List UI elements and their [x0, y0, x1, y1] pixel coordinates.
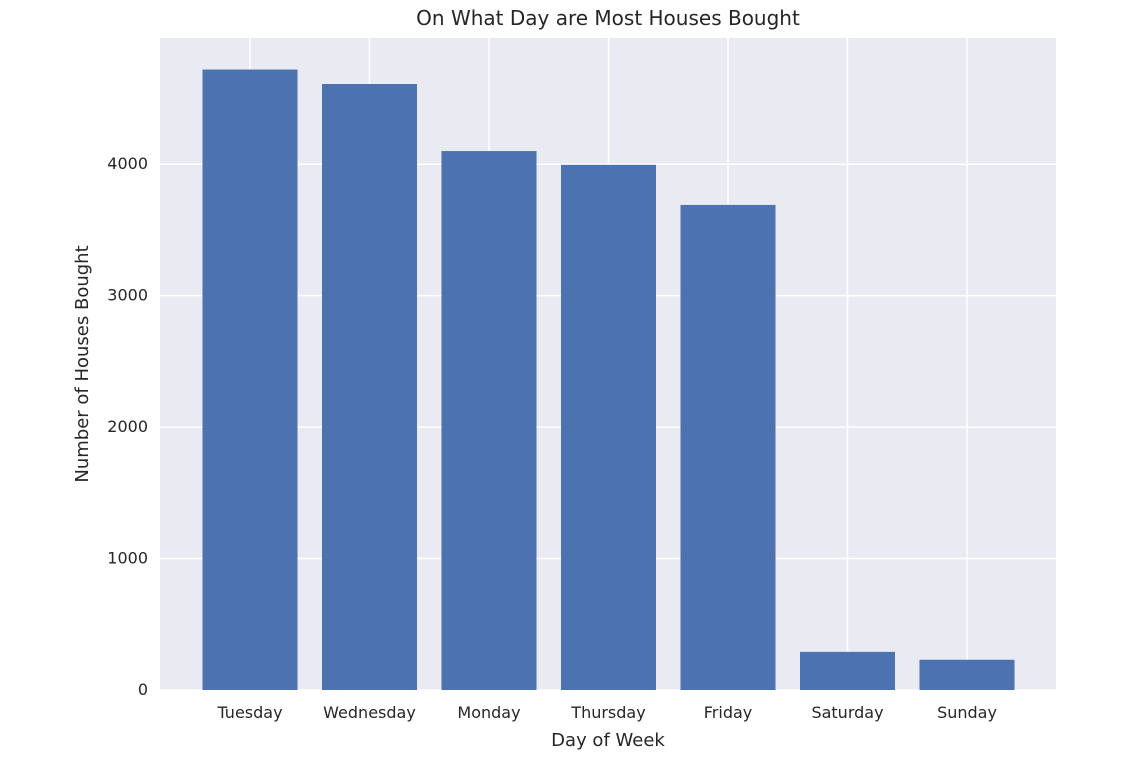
bar-wednesday	[322, 84, 417, 691]
y-tick-label: 2000	[107, 417, 148, 436]
bar-thursday	[561, 164, 656, 690]
x-tick-label: Sunday	[937, 703, 997, 722]
y-tick-label: 3000	[107, 286, 148, 305]
x-tick-label: Thursday	[570, 703, 645, 722]
bar-friday	[680, 204, 776, 690]
bar-monday	[441, 151, 537, 690]
x-tick-label: Wednesday	[323, 703, 416, 722]
x-tick-label: Monday	[457, 703, 520, 722]
y-tick-label: 0	[138, 680, 148, 699]
x-tick-label: Saturday	[811, 703, 883, 722]
y-tick-label: 1000	[107, 549, 148, 568]
bar-tuesday	[202, 69, 298, 690]
bar-series	[202, 69, 1015, 691]
bar-sunday	[919, 659, 1015, 690]
x-tick-label: Tuesday	[216, 703, 282, 722]
x-tick-label: Friday	[704, 703, 753, 722]
y-axis-label: Number of Houses Bought	[72, 245, 93, 482]
x-axis-ticks: Tuesday Wednesday Monday Thursday Friday Satu…	[216, 703, 996, 722]
bar-saturday	[800, 651, 895, 690]
y-axis-ticks: 0 1000 2000 3000 4000	[107, 154, 148, 699]
chart-title: On What Day are Most Houses Bought	[416, 6, 800, 30]
x-axis-label: Day of Week	[551, 730, 665, 751]
y-tick-label: 4000	[107, 154, 148, 173]
